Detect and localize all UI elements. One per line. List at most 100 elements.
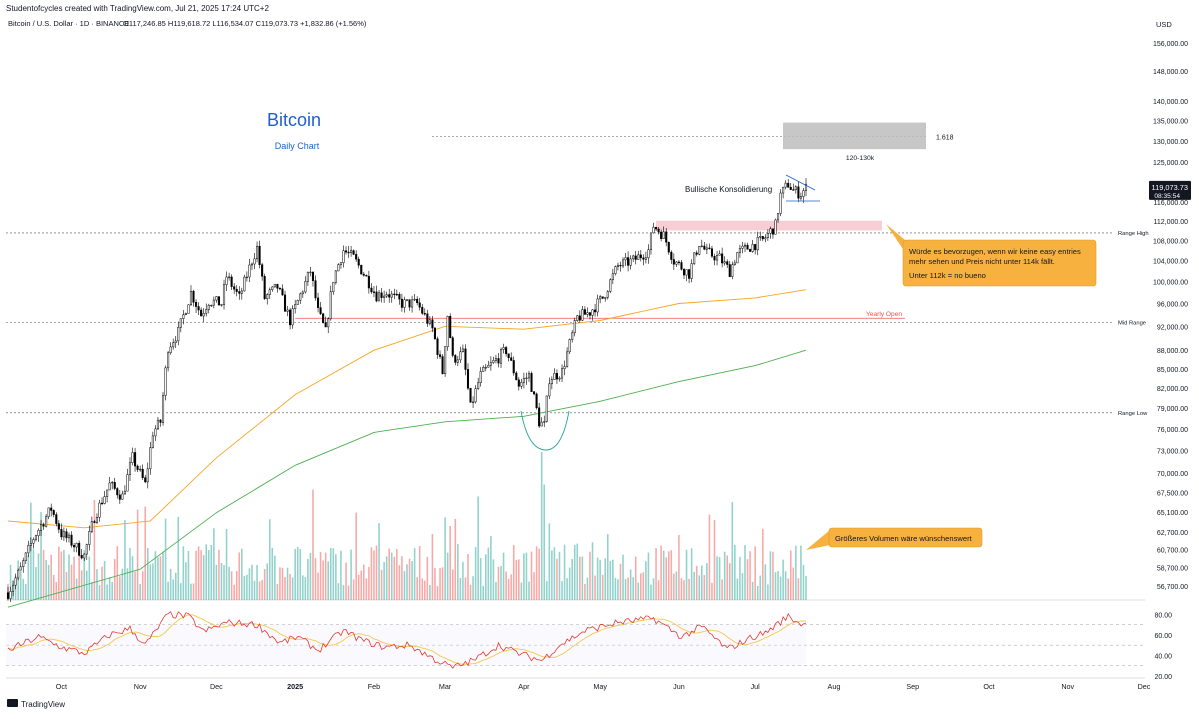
price-tick-0: 156,000.00 xyxy=(1153,41,1188,48)
volume-bar xyxy=(108,577,111,600)
price-tick-10: 104,000.00 xyxy=(1153,259,1188,266)
volume-bar xyxy=(667,551,670,600)
candle-body xyxy=(553,373,556,380)
volume-bar xyxy=(271,547,274,600)
volume-bar xyxy=(106,584,108,600)
volume-bar xyxy=(40,512,42,600)
candle-body xyxy=(217,296,220,306)
candle-body xyxy=(764,237,767,240)
volume-bar xyxy=(579,556,581,600)
candle-body xyxy=(85,544,88,555)
volume-bar xyxy=(157,557,159,600)
candle-body xyxy=(766,233,769,238)
candle-body xyxy=(317,297,320,308)
candle-body xyxy=(639,254,642,259)
candle-body xyxy=(202,312,205,317)
volume-bar xyxy=(327,561,330,600)
candle-body xyxy=(334,270,337,283)
volume-bar xyxy=(568,567,571,600)
candle-body xyxy=(98,502,101,518)
volume-bar xyxy=(98,585,101,600)
volume-callout-text: Größeres Volumen wäre wünschenswert xyxy=(835,534,973,543)
candle-body xyxy=(444,346,447,374)
volume-bar xyxy=(764,564,767,600)
volume-bar xyxy=(426,556,429,600)
candle-body xyxy=(192,290,195,303)
candle-body xyxy=(782,186,785,194)
volume-bar xyxy=(797,578,800,600)
time-tick-0: Oct xyxy=(56,682,67,691)
volume-bar xyxy=(91,581,93,600)
candle-body xyxy=(736,252,739,264)
candle-body xyxy=(22,560,25,568)
candle-body xyxy=(289,309,292,326)
consolidation-triangle xyxy=(785,174,820,202)
volume-bar xyxy=(378,523,380,600)
volume-bar xyxy=(180,583,182,600)
volume-bar xyxy=(101,566,103,600)
candle-body xyxy=(492,360,495,363)
candle-body xyxy=(332,282,335,292)
candle-body xyxy=(172,342,175,348)
time-axis[interactable]: Oct Nov Dec 2025 Feb Mar Apr May Jun Jul Aug Sep Oct… xyxy=(56,682,1151,691)
candle-body xyxy=(682,269,686,276)
volume-bar xyxy=(538,548,540,600)
volume-bar xyxy=(403,571,406,600)
volume-bar xyxy=(497,566,500,600)
candle-body xyxy=(688,269,691,279)
candle-body xyxy=(627,257,630,266)
volume-bar xyxy=(711,582,713,600)
candle-body xyxy=(50,507,53,511)
candle-body xyxy=(680,262,683,270)
candle-body xyxy=(439,354,442,357)
candle-body xyxy=(568,339,571,353)
candle-body xyxy=(240,290,243,294)
time-tick-13: Nov xyxy=(1061,682,1074,691)
volume-bar xyxy=(337,583,340,600)
volume-bar xyxy=(784,571,787,600)
level-label-0: Range High xyxy=(1118,231,1149,237)
rsi-axis[interactable]: 80.00 60.00 40.00 20.00 xyxy=(1154,612,1172,681)
volume-bar xyxy=(596,557,599,600)
volume-bar xyxy=(396,549,398,600)
price-axis[interactable]: 156,000.00 148,000.00 140,000.00 135,000.00… xyxy=(1149,41,1191,591)
price-tick-1: 148,000.00 xyxy=(1153,69,1188,76)
volume-bar xyxy=(718,557,721,600)
volume-bar xyxy=(302,575,304,600)
candle-body xyxy=(235,288,238,292)
candle-body xyxy=(576,315,579,321)
candle-body xyxy=(428,319,431,324)
candle-body xyxy=(718,253,721,256)
candle-body xyxy=(281,288,284,296)
volume-bar xyxy=(80,570,83,600)
candle-body xyxy=(413,298,416,301)
volume-bar xyxy=(642,572,645,600)
candle-body xyxy=(329,291,332,320)
volume-bar xyxy=(652,578,655,600)
candle-body xyxy=(197,306,200,311)
candle-body xyxy=(362,273,365,276)
time-tick-4: Feb xyxy=(368,682,380,691)
volume-bar xyxy=(716,556,718,600)
volume-bar xyxy=(78,555,80,600)
price-tick-5: 125,000.00 xyxy=(1153,160,1188,167)
candle-body xyxy=(55,514,58,524)
volume-bar xyxy=(230,571,233,600)
volume-bar xyxy=(665,557,668,600)
candle-body xyxy=(253,258,256,265)
candle-body xyxy=(583,309,586,315)
candle-body xyxy=(601,296,604,299)
candle-body xyxy=(159,419,162,423)
volume-bar xyxy=(573,545,576,600)
volume-bar xyxy=(701,565,703,600)
candle-body xyxy=(19,566,22,571)
candle-body xyxy=(497,358,500,364)
candle-body xyxy=(525,377,528,380)
volume-bar xyxy=(683,580,685,600)
volume-bar xyxy=(645,561,647,600)
candle-body xyxy=(652,226,655,234)
volume-bar xyxy=(660,545,662,600)
volume-bar xyxy=(688,578,690,600)
